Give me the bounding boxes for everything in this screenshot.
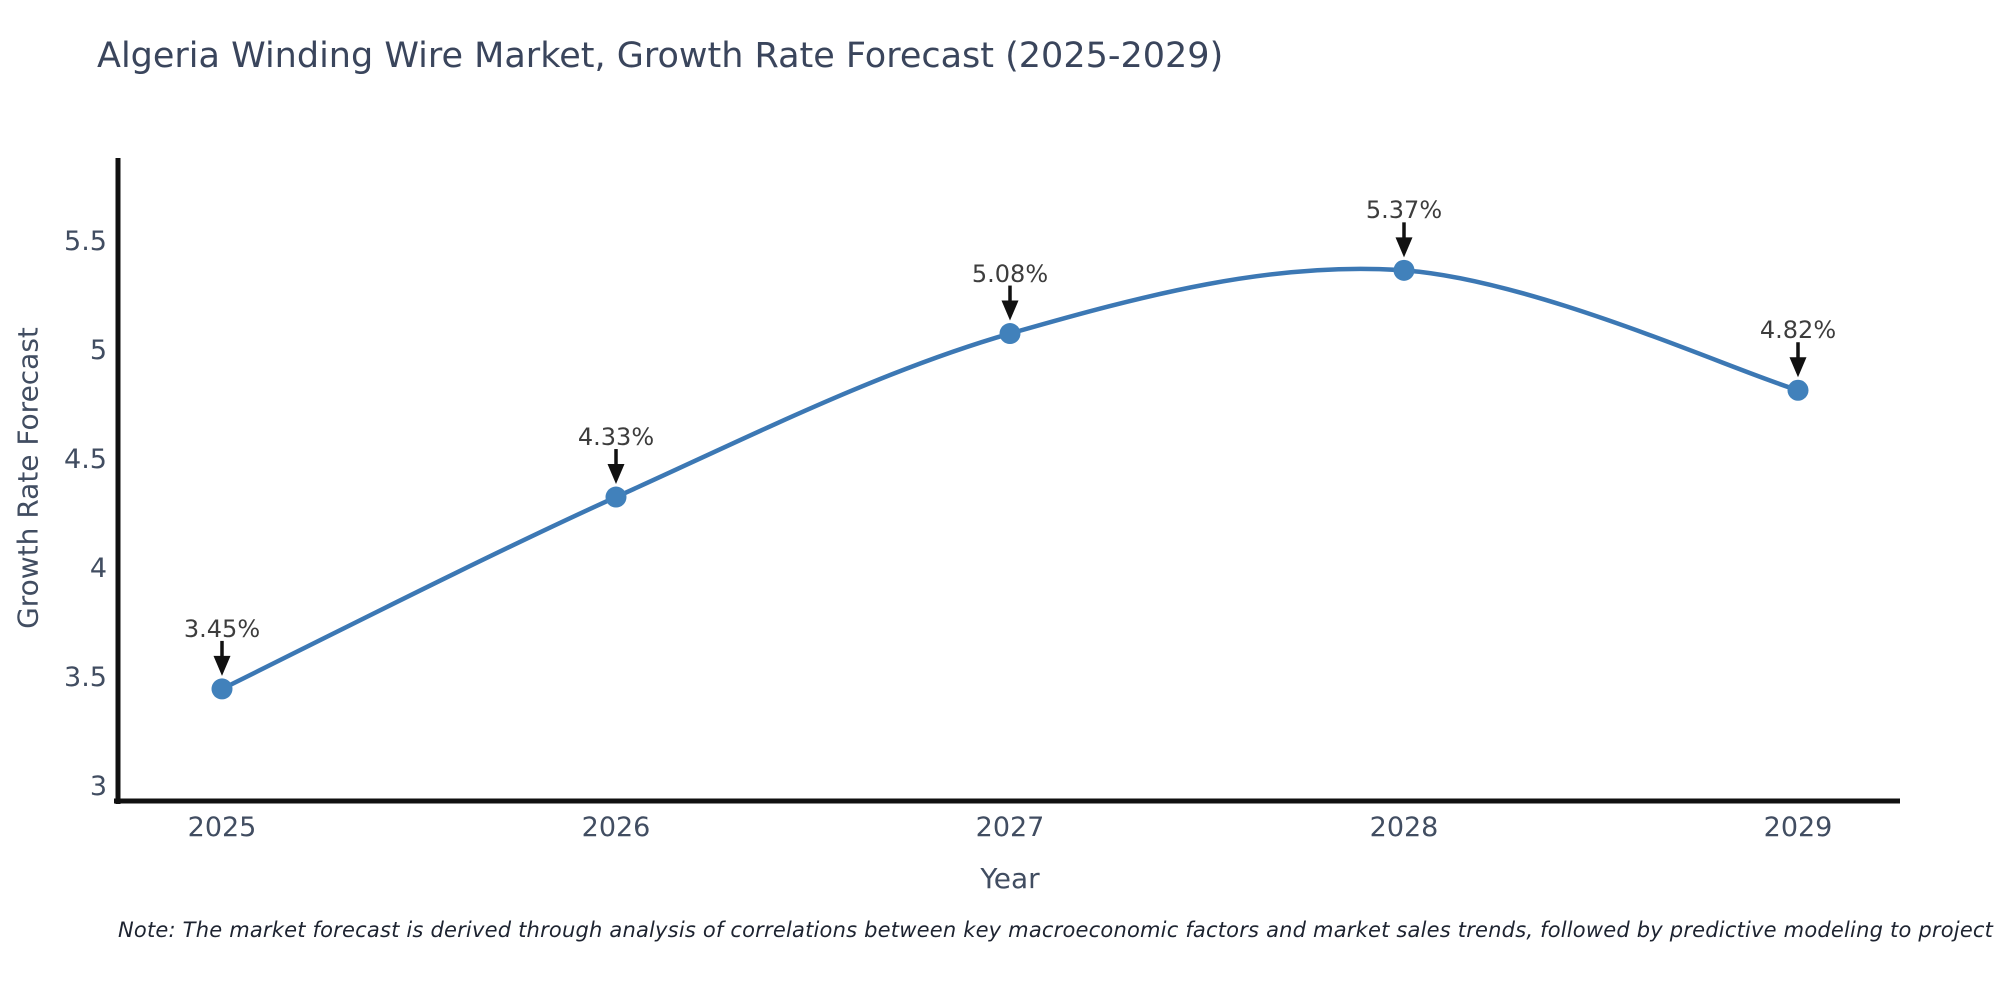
y-tick-label: 3.5 xyxy=(64,662,107,693)
annotation-arrow-head xyxy=(1789,357,1807,378)
x-tick-label: 2028 xyxy=(1369,812,1439,843)
annotation-arrow-head xyxy=(1001,300,1019,321)
data-point-label: 3.45% xyxy=(183,614,261,643)
y-tick-label: 4 xyxy=(89,553,107,584)
data-point-marker xyxy=(999,323,1021,345)
chart-title: Algeria Winding Wire Market, Growth Rate… xyxy=(97,36,1224,76)
y-tick-label: 3 xyxy=(89,771,107,802)
data-point-marker xyxy=(1393,259,1415,281)
x-axis-spine xyxy=(114,798,1900,804)
x-axis-title: Year xyxy=(980,862,1040,895)
y-tick-label: 5 xyxy=(89,335,107,366)
data-point-label: 4.82% xyxy=(1759,316,1837,345)
y-tick-label: 4.5 xyxy=(64,444,107,475)
data-point-label: 5.37% xyxy=(1365,196,1443,225)
footnote: Note: The market forecast is derived thr… xyxy=(118,918,2000,942)
data-point-marker xyxy=(1787,379,1809,401)
data-point-marker xyxy=(211,678,233,700)
x-tick-label: 2029 xyxy=(1763,812,1833,843)
annotation-arrow-head xyxy=(607,464,625,485)
data-point-marker xyxy=(605,486,627,508)
data-point-label: 5.08% xyxy=(971,259,1049,288)
x-tick-label: 2027 xyxy=(975,812,1045,843)
annotation-arrow-head xyxy=(1395,237,1413,258)
annotation-arrow-head xyxy=(213,655,231,676)
data-point-label: 4.33% xyxy=(577,423,655,452)
y-tick-label: 5.5 xyxy=(64,226,107,257)
x-tick-label: 2026 xyxy=(581,812,651,843)
x-tick-label: 2025 xyxy=(187,812,257,843)
y-axis-spine xyxy=(115,158,121,804)
